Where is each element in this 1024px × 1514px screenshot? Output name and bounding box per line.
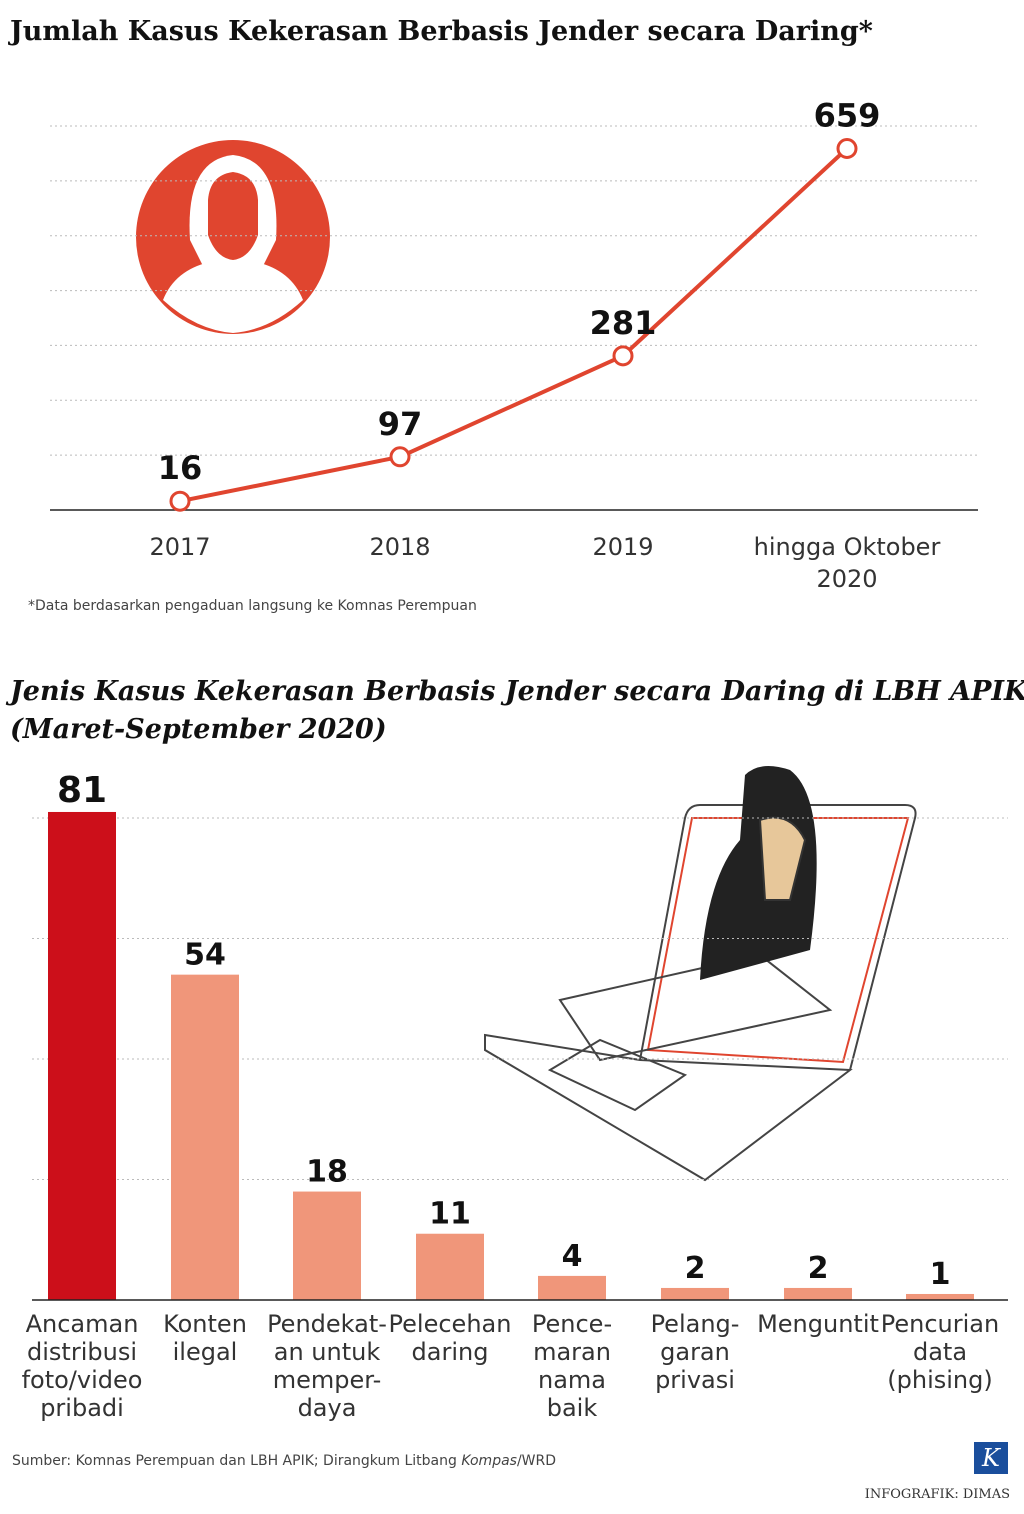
value-label: 281: [590, 304, 657, 342]
bar: [416, 1233, 484, 1300]
chart-title: Jumlah Kasus Kekerasan Berbasis Jender s…: [8, 16, 873, 47]
source-italic: Kompas: [461, 1453, 517, 1469]
x-tick-label: Pence-maran nama baik: [532, 1310, 612, 1422]
source-end: /WRD: [517, 1453, 556, 1469]
bar: [661, 1287, 729, 1300]
value-label: 2: [808, 1251, 829, 1286]
x-tick-label: Pendekat-an untuk memper-daya: [267, 1310, 387, 1422]
source: Sumber: Komnas Perempuan dan LBH APIK; D…: [12, 1453, 556, 1469]
value-label: 97: [378, 405, 423, 443]
line: [179, 147, 849, 504]
point: [169, 490, 191, 512]
x-tick-label: Menguntit: [757, 1310, 879, 1338]
point: [612, 345, 634, 367]
value-label: 4: [562, 1239, 583, 1274]
source-text: Sumber: Komnas Perempuan dan LBH APIK; D…: [12, 1453, 461, 1469]
x-tick-label: Pelang-garan privasi: [651, 1310, 740, 1394]
bar: [48, 811, 116, 1300]
value-label: 1: [930, 1257, 951, 1292]
value-label: 81: [57, 770, 107, 811]
x-tick-label: Pencurian data (phising): [881, 1310, 999, 1394]
x-tick-label: Konten ilegal: [163, 1310, 247, 1366]
bar: [906, 1293, 974, 1300]
point: [836, 137, 858, 159]
credit: INFOGRAFIK: DIMAS: [865, 1487, 1010, 1502]
bar: [538, 1275, 606, 1300]
value-label: 11: [429, 1197, 471, 1232]
value-label: 2: [685, 1251, 706, 1286]
x-tick-label: hingga Oktober 2020: [754, 533, 941, 593]
point: [389, 446, 411, 468]
x-tick-label: 2017: [149, 533, 210, 561]
footnote: *Data berdasarkan pengaduan langsung ke …: [28, 598, 477, 614]
laptop-illustration: [484, 766, 917, 1182]
logo: K: [981, 1444, 1002, 1472]
x-tick-label: 2019: [592, 533, 653, 561]
logo-box: [974, 1442, 1008, 1474]
woman-icon: [136, 140, 330, 334]
bar: [784, 1287, 852, 1300]
bar: [293, 1191, 361, 1300]
bar: [171, 974, 239, 1300]
chart-title: Jenis Kasus Kekerasan Berbasis Jender se…: [5, 676, 1024, 745]
x-tick-label: Pelecehan daring: [389, 1310, 512, 1366]
x-tick-label: Ancaman distribusi foto/video pribadi: [22, 1310, 143, 1422]
value-label: 54: [184, 938, 226, 973]
value-label: 16: [158, 449, 203, 487]
value-label: 18: [306, 1155, 348, 1190]
x-tick-label: 2018: [369, 533, 430, 561]
value-label: 659: [814, 96, 881, 134]
